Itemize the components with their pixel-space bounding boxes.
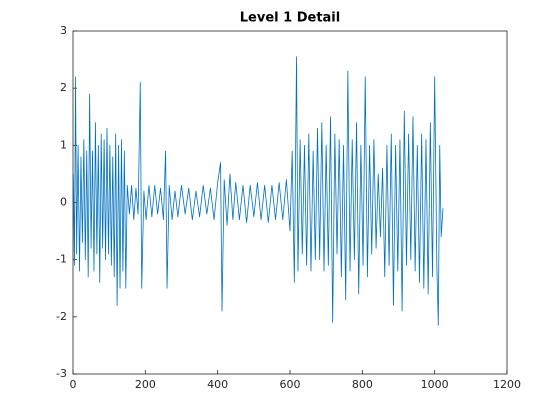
x-tick-label: 1200 (493, 378, 521, 391)
y-tick-label: 0 (60, 196, 67, 209)
y-tick-label: 1 (60, 138, 67, 151)
x-tick-label: 1000 (421, 378, 449, 391)
y-tick-label: -2 (56, 310, 67, 323)
y-tick-label: -3 (56, 367, 67, 380)
data-line (72, 56, 444, 326)
y-tick-label: 2 (60, 81, 67, 94)
x-tick-label: 800 (352, 378, 373, 391)
y-tick-label: 3 (60, 24, 67, 37)
y-tick-label: -1 (56, 253, 67, 266)
x-tick-label: 200 (135, 378, 156, 391)
x-tick-label: 0 (70, 378, 77, 391)
chart-title: Level 1 Detail (240, 11, 340, 26)
x-tick-label: 400 (207, 378, 228, 391)
x-tick-label: 600 (280, 378, 301, 391)
